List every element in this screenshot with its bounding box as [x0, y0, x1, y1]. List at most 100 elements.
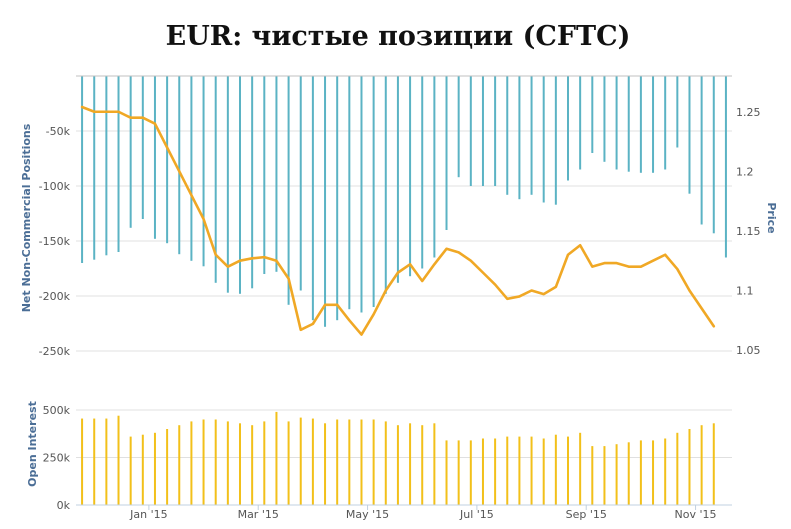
right-tick-label: 1.05: [736, 344, 761, 357]
open-interest-bar: [421, 425, 424, 505]
open-interest-bar: [567, 436, 569, 505]
open-interest-bar: [166, 429, 169, 505]
open-interest-bar: [542, 438, 545, 505]
net-position-bar: [275, 76, 278, 272]
net-position-bar: [567, 76, 569, 181]
open-interest-bar: [251, 425, 254, 505]
open-interest-bar: [93, 418, 96, 505]
open-interest-bar: [153, 432, 156, 505]
open-interest-bar: [372, 419, 375, 505]
left-tick-label: -50k: [46, 125, 71, 138]
open-interest-bar: [603, 446, 606, 505]
left-tick-label: -200k: [39, 290, 71, 303]
x-tick-label: May '15: [346, 508, 389, 521]
net-position-bar: [494, 76, 497, 186]
net-position-bar: [712, 76, 715, 234]
net-position-bar: [129, 76, 132, 228]
net-position-bar: [348, 76, 351, 310]
bottom-tick-label: 500k: [43, 404, 71, 417]
open-interest-bar: [457, 440, 460, 505]
net-position-bar: [506, 76, 509, 195]
open-interest-bar: [652, 440, 655, 505]
net-position-bar: [664, 76, 667, 170]
left-axis-title: Net Non-Commercial Positions: [20, 123, 33, 312]
open-interest-bar: [226, 421, 229, 505]
open-interest-bar: [141, 434, 144, 505]
chart-title: EUR: чистые позиции (CFTC): [166, 21, 631, 52]
net-position-bar: [639, 76, 642, 173]
x-tick-label: Mar '15: [238, 508, 279, 521]
net-position-bar: [117, 76, 120, 252]
open-interest-bar: [700, 425, 703, 505]
left-tick-label: -150k: [39, 235, 71, 248]
net-position-bar: [530, 76, 533, 195]
net-position-bar: [226, 76, 229, 293]
open-interest-bar: [579, 432, 582, 505]
net-position-bar: [409, 76, 412, 277]
bottom-tick-label: 250k: [43, 452, 71, 465]
net-position-bar: [396, 76, 399, 283]
net-position-bar: [652, 76, 655, 173]
price-line: [80, 105, 716, 336]
open-interest-bar: [712, 423, 715, 505]
x-tick-label: Jan '15: [129, 508, 167, 521]
net-position-bar: [481, 76, 484, 186]
axes: [76, 75, 732, 510]
right-tick-label: 1.15: [736, 225, 761, 238]
net-position-bar: [518, 76, 521, 200]
net-position-bar: [336, 76, 339, 321]
price-series-line: [80, 105, 716, 336]
right-tick-label: 1.1: [736, 285, 754, 298]
tick-labels: -50k -100k -150k -200k -250k 1.25 1.2 1.15 1.1 1.…: [39, 106, 761, 521]
net-positions-bars: [81, 76, 727, 327]
open-interest-bar: [627, 442, 630, 505]
open-interest-bar: [384, 421, 387, 505]
open-interest-bar: [445, 440, 448, 505]
open-interest-axis-title: Open Interest: [26, 401, 39, 487]
net-position-bar: [372, 76, 375, 307]
open-interest-bar: [129, 436, 132, 505]
net-position-bar: [688, 76, 691, 194]
net-position-bar: [433, 76, 436, 258]
left-tick-label: -100k: [39, 180, 71, 193]
open-interest-bar: [105, 418, 108, 505]
net-position-bar: [457, 76, 460, 178]
net-position-bar: [700, 76, 703, 225]
open-interest-bar: [360, 419, 363, 505]
net-position-bar: [445, 76, 448, 230]
open-interest-bar: [433, 423, 436, 505]
net-position-bar: [384, 76, 387, 294]
net-position-bar: [93, 76, 96, 260]
net-position-bar: [153, 76, 156, 239]
open-interest-bar: [311, 418, 314, 505]
open-interest-bar: [591, 446, 594, 505]
open-interest-bar: [263, 421, 266, 505]
net-position-bar: [141, 76, 144, 219]
open-interest-bar: [688, 429, 691, 505]
open-interest-bar: [348, 419, 351, 505]
open-interest-bar: [324, 423, 327, 505]
open-interest-bar: [117, 415, 120, 505]
open-interest-bar: [81, 418, 84, 505]
net-position-bar: [239, 76, 241, 294]
x-tick-label: Nov '15: [675, 508, 717, 521]
open-interest-bar: [202, 419, 205, 505]
bottom-tick-label: 0k: [57, 499, 71, 512]
net-position-bar: [105, 76, 108, 256]
net-position-bar: [469, 76, 472, 186]
open-interest-bar: [481, 438, 484, 505]
net-position-bar: [214, 76, 217, 283]
open-interest-bar: [664, 438, 667, 505]
net-position-bar: [202, 76, 205, 267]
open-interest-bar: [190, 421, 193, 505]
net-position-bar: [299, 76, 302, 291]
left-tick-label: -250k: [39, 345, 71, 358]
open-interest-bar: [396, 425, 399, 505]
x-tick-label: Jul '15: [459, 508, 494, 521]
net-position-bar: [311, 76, 314, 321]
net-position-bar: [421, 76, 424, 269]
open-interest-bar: [469, 440, 472, 505]
net-position-bar: [287, 76, 290, 305]
net-position-bar: [603, 76, 606, 162]
